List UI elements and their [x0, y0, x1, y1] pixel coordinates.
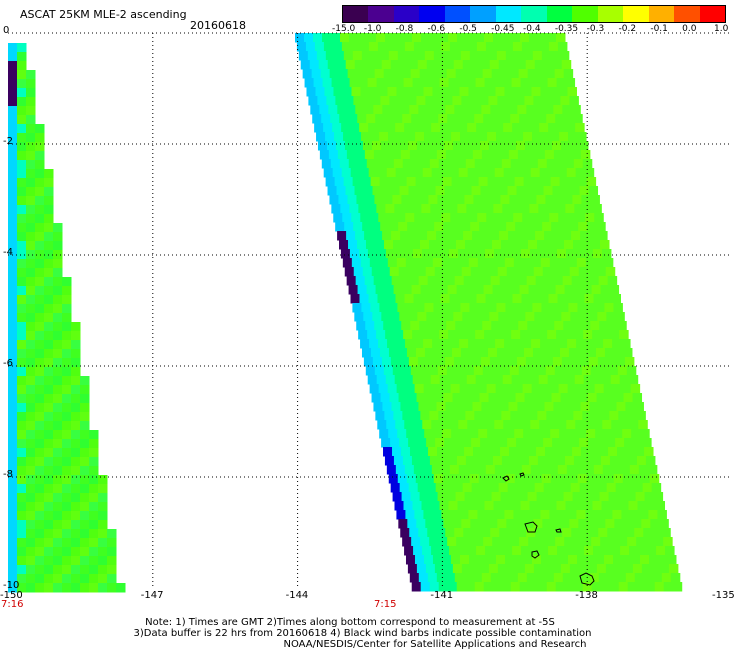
colorbar-segment: [546, 6, 573, 22]
x-tick-label: -150: [0, 590, 23, 601]
colorbar-label: -0.45: [491, 24, 515, 34]
colorbar-label: -0.3: [586, 24, 605, 34]
colorbar-label: 1.0: [714, 24, 729, 34]
time-label-middle: 7:15: [374, 599, 397, 610]
ascat-swaths: [8, 33, 683, 593]
note-line-2: 3)Data buffer is 22 hrs from 20160618 4)…: [133, 628, 592, 639]
colorbar-segment: [444, 6, 471, 22]
x-tick-label: -138: [575, 590, 598, 601]
colorbar-segment: [343, 6, 369, 22]
x-tick-label: -141: [430, 590, 454, 601]
note-line-1: Note: 1) Times are GMT 2)Times along bot…: [145, 617, 555, 628]
colorbar-label: -0.1: [650, 24, 668, 34]
colorbar-label: -0.6: [427, 24, 446, 34]
colorbar-label: -1.0: [363, 24, 382, 34]
colorbar-label: -0.4: [523, 24, 541, 34]
colorbar-segment: [470, 6, 496, 22]
x-tick-label: -135: [712, 590, 735, 601]
x-tick-label: -147: [140, 590, 164, 601]
colorbar-segment: [419, 6, 445, 22]
time-label-left: 7:16: [1, 599, 24, 610]
colorbar-label: -0.8: [395, 24, 414, 34]
colorbar-labels: -15.0 -1.0 -0.8 -0.6 -0.5 -0.45 -0.4 -0.35 -0.3 -…: [0, 24, 740, 36]
colorbar-label: -0.5: [459, 24, 477, 34]
colorbar-segment: [572, 6, 598, 22]
product-title: ASCAT 25KM MLE-2 ascending: [20, 8, 187, 21]
y-tick-label: -10: [3, 580, 20, 591]
y-tick-label: -8: [3, 469, 13, 480]
map-grid: [8, 32, 732, 588]
product-date: 20160618: [190, 19, 246, 32]
colorbar-segment: [623, 6, 649, 22]
y-tick-label: 0: [3, 25, 10, 36]
colorbar-label: -0.2: [618, 24, 637, 34]
colorbar-segment: [521, 6, 547, 22]
note-line-3: NOAA/NESDIS/Center for Satellite Applica…: [283, 639, 587, 650]
colorbar: [342, 5, 726, 23]
colorbar-label: -15.0: [332, 24, 356, 34]
colorbar-segment: [597, 6, 624, 22]
colorbar-segment: [368, 6, 394, 22]
colorbar-segment: [648, 6, 675, 22]
x-tick-label: -144: [285, 590, 309, 601]
y-tick-label: -2: [3, 136, 13, 147]
colorbar-segment: [699, 6, 726, 22]
island-outlines: [502, 472, 595, 586]
colorbar-segment: [674, 6, 700, 22]
y-tick-label: -6: [3, 358, 13, 369]
colorbar-label: -0.35: [554, 24, 579, 34]
colorbar-label: 0.0: [682, 24, 697, 34]
colorbar-segment: [495, 6, 522, 22]
colorbar-segment: [393, 6, 420, 22]
y-tick-label: -4: [3, 247, 13, 258]
